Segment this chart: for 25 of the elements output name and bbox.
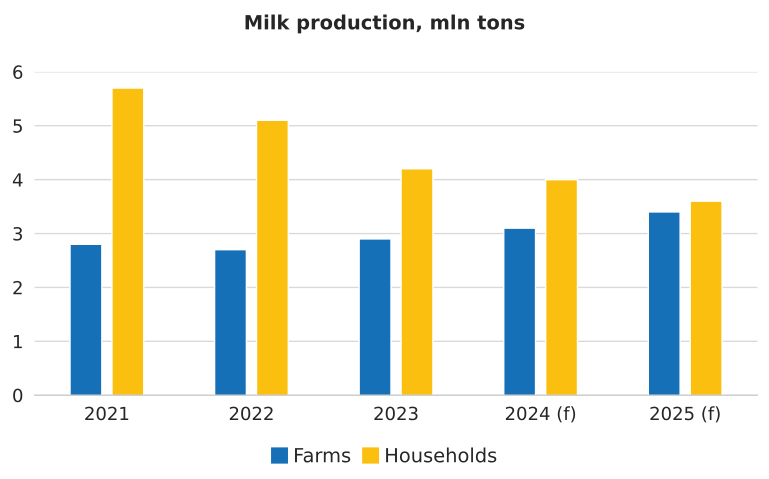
x-tick-label: 2024 (f) [506, 406, 576, 422]
x-tick-label: 2022 [230, 406, 273, 420]
bar [256, 120, 290, 396]
x-tick-label: 2021 [85, 406, 128, 420]
bar [358, 238, 392, 396]
y-tick-label: 6 [13, 65, 22, 79]
legend-label: Farms [295, 448, 350, 463]
bar [648, 211, 681, 396]
bar [544, 178, 578, 396]
bar [690, 200, 723, 396]
bar [111, 87, 144, 396]
x-tick-label: 2023 [374, 406, 418, 420]
y-tick-label: 5 [13, 119, 22, 133]
y-tick-label: 0 [13, 388, 22, 402]
legend-label: Households [386, 447, 496, 463]
y-tick-label: 3 [13, 226, 22, 241]
x-tick-label: 2025 (f) [650, 406, 720, 422]
bar [69, 244, 103, 396]
chart-title: Milk production, mln tons [246, 14, 524, 34]
y-tick-label: 2 [13, 280, 22, 294]
bar [214, 248, 248, 396]
bar [503, 227, 536, 396]
y-tick-label: 4 [12, 173, 22, 186]
y-tick-label: 1 [14, 334, 22, 348]
bar [400, 168, 434, 396]
